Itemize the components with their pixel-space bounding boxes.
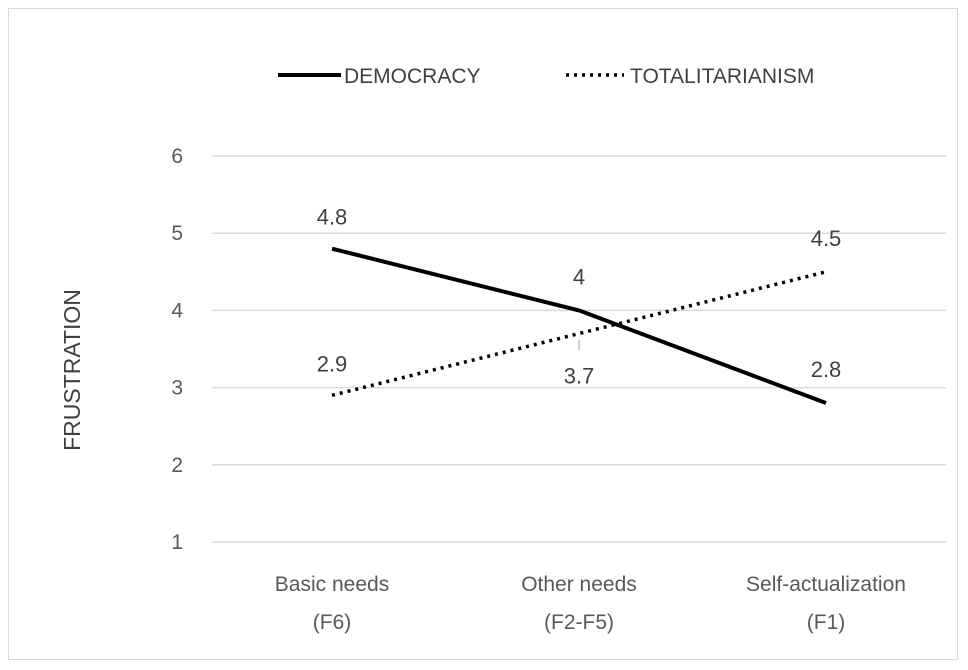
data-label: 2.9	[317, 351, 348, 376]
data-label: 3.7	[564, 364, 595, 389]
legend-label-totalitarianism: TOTALITARIANISM	[630, 65, 814, 88]
x-tick-label: (F6)	[313, 611, 352, 634]
y-tick-label: 2	[171, 454, 183, 477]
y-tick-label: 4	[171, 299, 183, 322]
x-tick-label: Basic needs	[275, 573, 389, 596]
data-label: 4.5	[811, 226, 842, 251]
y-axis-ticks: 1 2 3 4 5 6	[171, 145, 183, 554]
y-tick-label: 5	[171, 222, 183, 245]
data-labels: 4.8 4 2.8 2.9 3.7 4.5	[317, 205, 842, 389]
y-axis-label: FRUSTRATION	[59, 289, 85, 451]
x-tick-label: (F2-F5)	[544, 611, 614, 634]
x-tick-label: Self-actualization	[746, 573, 906, 596]
x-tick-label: Other needs	[521, 573, 637, 596]
y-tick-label: 1	[171, 531, 183, 554]
data-label: 4	[573, 264, 585, 289]
data-label: 2.8	[811, 357, 842, 382]
y-tick-label: 6	[171, 145, 183, 168]
data-label: 4.8	[317, 205, 348, 230]
series-line-democracy	[331, 246, 827, 405]
x-axis-ticks: Basic needs (F6) Other needs (F2-F5) Self-ac…	[275, 573, 906, 634]
legend: DEMOCRACY TOTALITARIANISM	[278, 65, 814, 88]
legend-label-democracy: DEMOCRACY	[344, 65, 481, 88]
series-line-totalitarianism	[331, 270, 827, 398]
series-lines	[331, 246, 827, 405]
y-tick-label: 3	[171, 377, 183, 400]
x-tick-label: (F1)	[807, 611, 846, 634]
gridlines	[212, 155, 946, 543]
chart-frame	[8, 8, 958, 660]
